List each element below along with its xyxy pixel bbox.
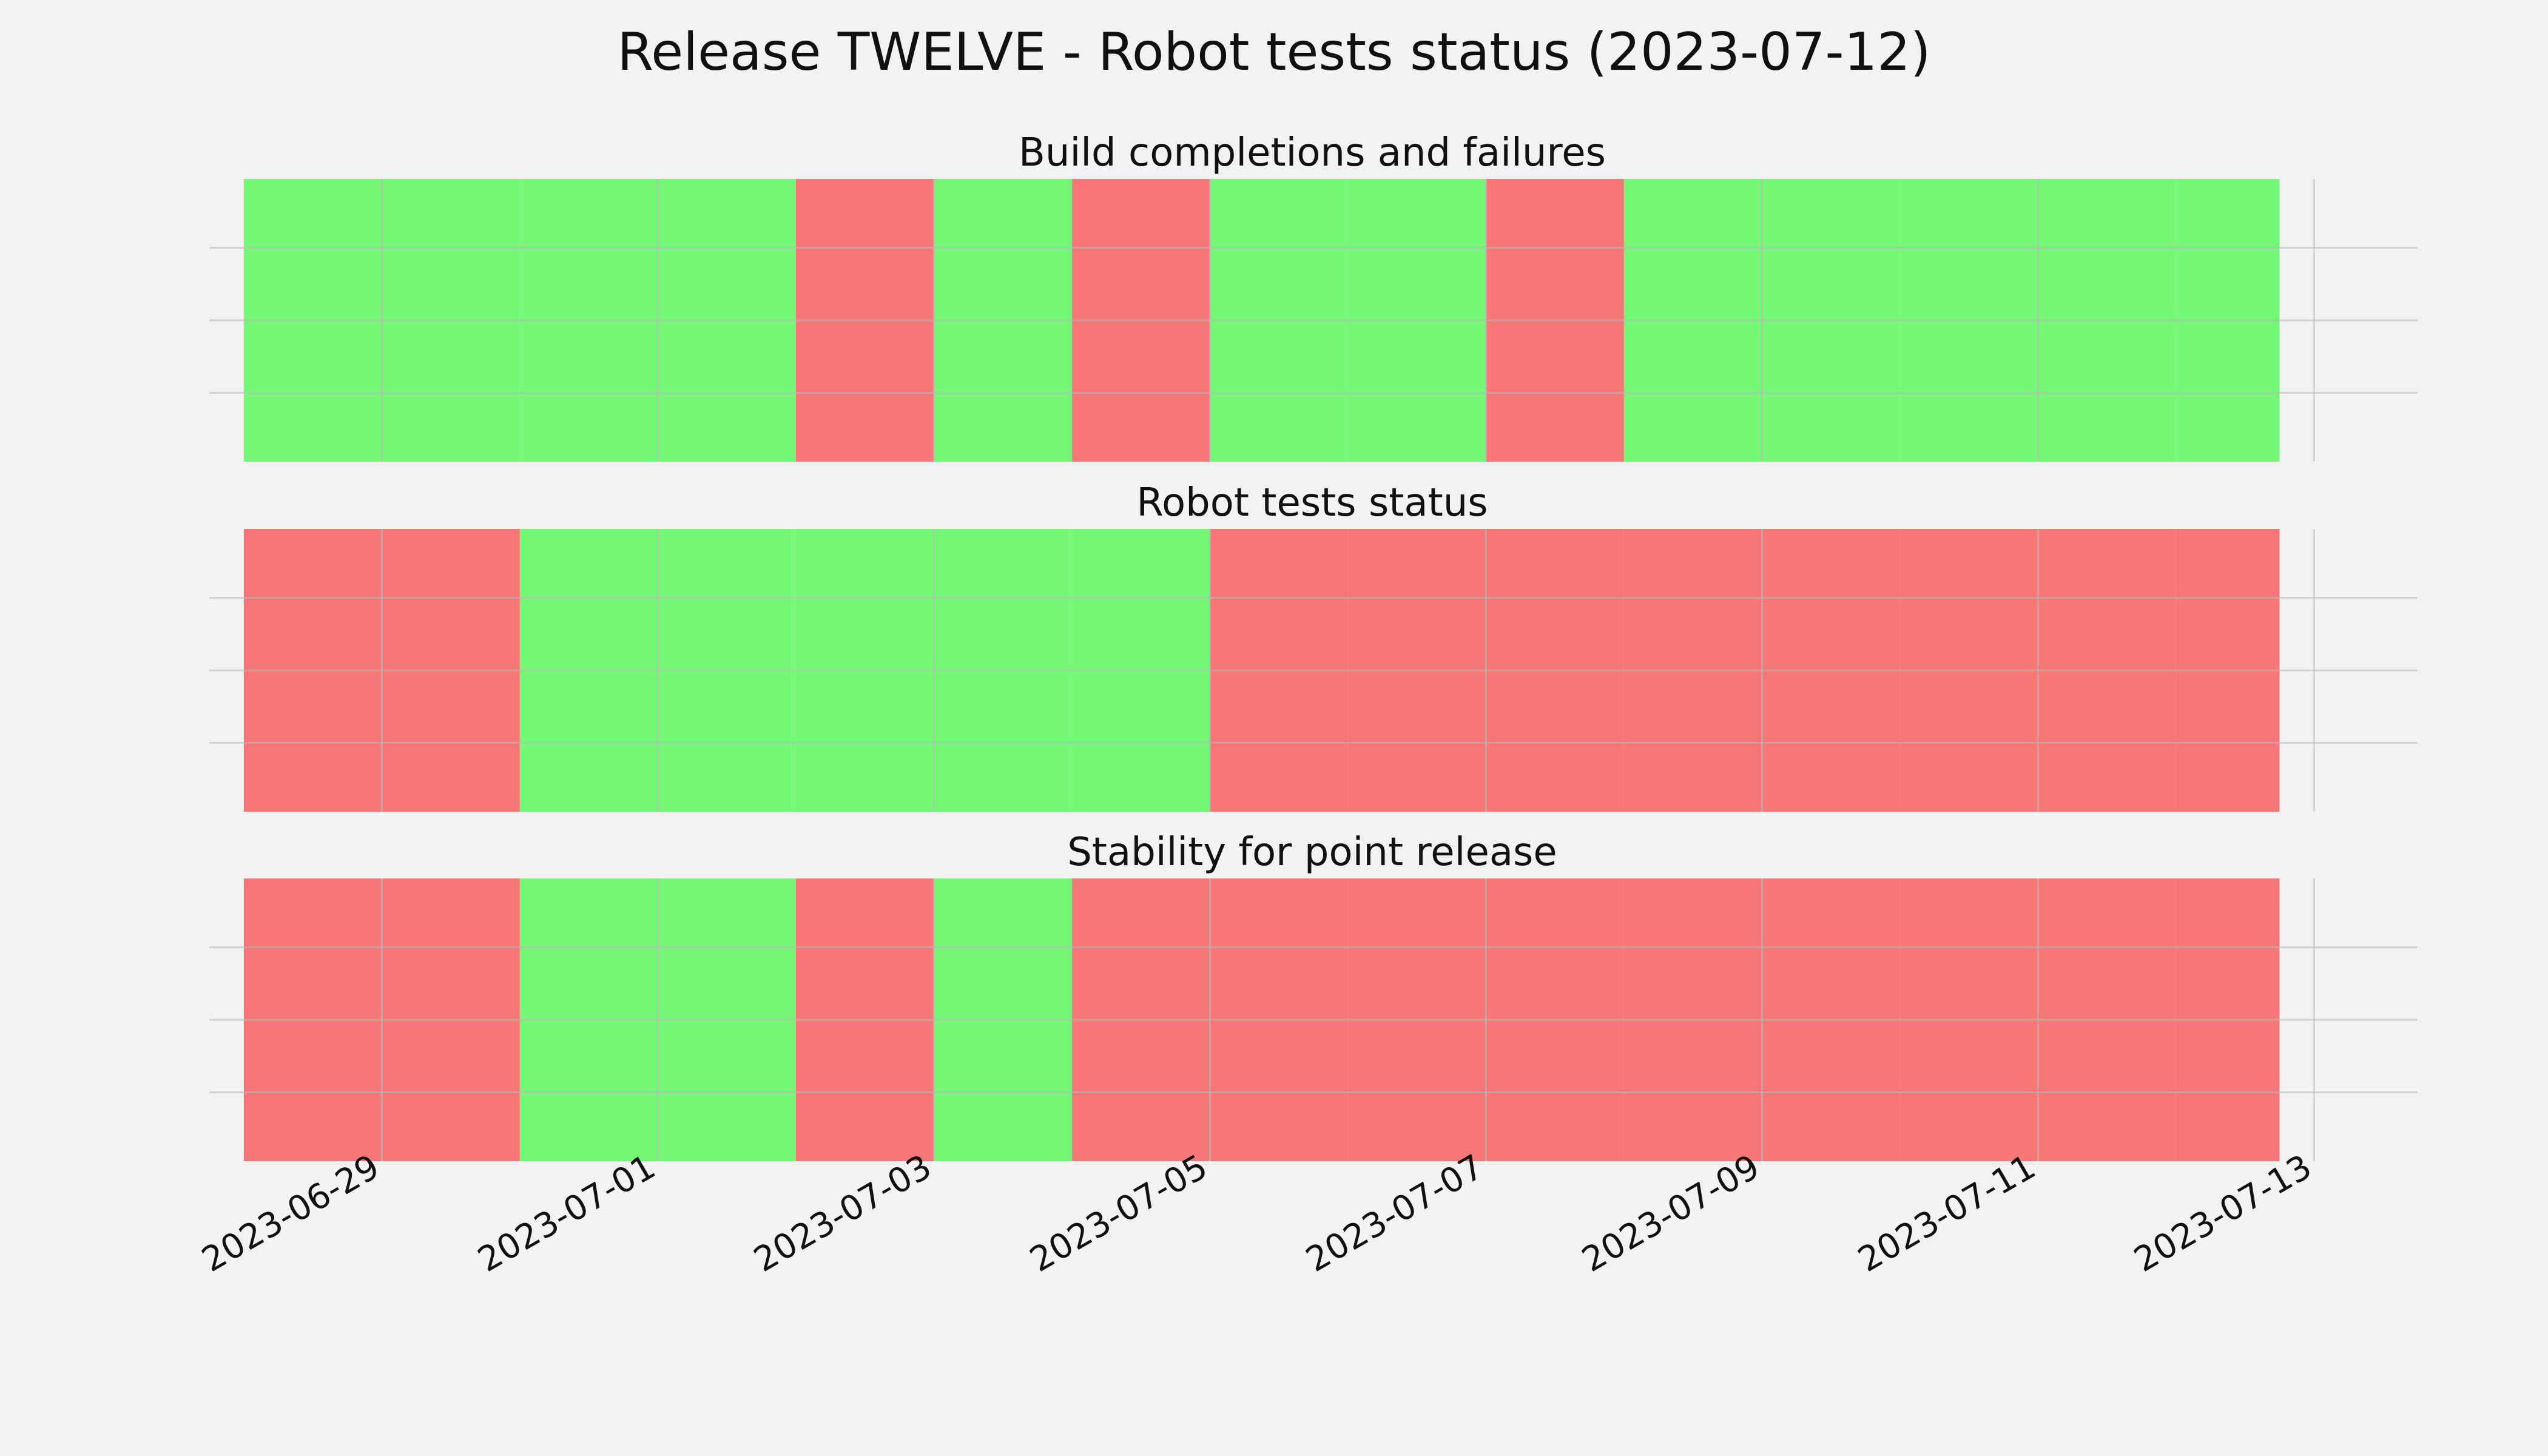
panel-2: Robot tests status xyxy=(209,480,2418,812)
panel-title: Stability for point release xyxy=(1067,830,1557,875)
chart-title: Release TWELVE - Robot tests status (202… xyxy=(617,22,1930,83)
panel-1: Build completions and failures xyxy=(209,130,2418,462)
panel-title: Robot tests status xyxy=(1136,480,1488,525)
panel-title: Build completions and failures xyxy=(1019,130,1606,175)
panels: Build completions and failures Robot test… xyxy=(209,130,2418,1161)
panel-3: Stability for point release xyxy=(209,830,2418,1161)
